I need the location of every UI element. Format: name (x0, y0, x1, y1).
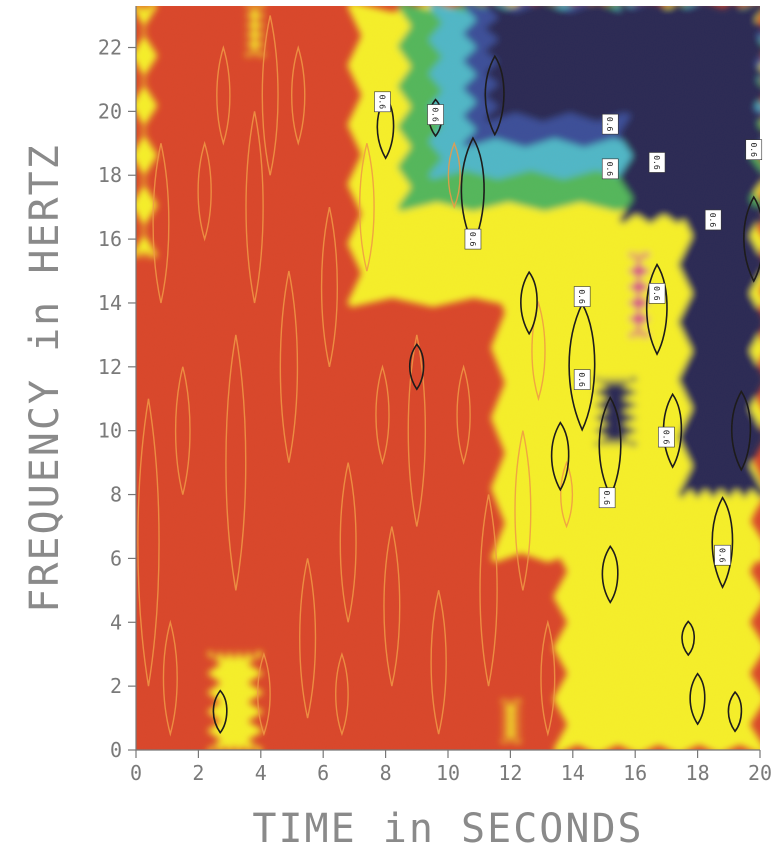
y-tick-label: 12 (98, 355, 122, 379)
contour-label-text: 0.6 (652, 155, 661, 170)
contour-label-text: 0.6 (377, 95, 386, 110)
contour-label-box (648, 152, 666, 173)
contour-label-box (374, 91, 391, 113)
contour-label-text: 0.6 (708, 213, 717, 228)
x-axis-title: TIME in SECONDS (252, 806, 643, 852)
x-tick-label: 20 (748, 761, 772, 785)
y-tick-label: 8 (110, 483, 122, 507)
contour-label-text: 0.6 (602, 491, 611, 506)
contour-label-text: 0.6 (577, 372, 586, 387)
x-tick-label: 4 (255, 761, 267, 785)
contour-label-box (598, 487, 616, 509)
contour-label-box (464, 228, 482, 250)
x-tick-label: 16 (623, 761, 647, 785)
y-tick-label: 14 (98, 291, 122, 315)
y-tick-label: 20 (98, 99, 122, 123)
y-tick-label: 2 (110, 674, 122, 698)
x-tick-label: 12 (498, 761, 522, 785)
contour-label: 0.6 (374, 91, 391, 113)
contour-labels: 0.6 0.6 0.6 0.6 0.6 0.6 0.6 0.6 0.6 0.6 0.6 0.6 0.6 0… (374, 91, 763, 566)
contour-label-text: 0.6 (749, 142, 758, 157)
y-tick-label: 0 (110, 738, 122, 762)
contour-label-box (601, 158, 619, 180)
contour-label: 0.6 (573, 286, 591, 307)
x-tick-label: 2 (192, 761, 204, 785)
y-tick-label: 22 (98, 36, 122, 60)
y-tick-label: 16 (98, 227, 122, 251)
contour-label: 0.6 (648, 152, 666, 173)
contour-label-box (573, 286, 591, 307)
x-tick-label: 0 (130, 761, 142, 785)
x-tick-label: 14 (561, 761, 585, 785)
grain-overlay (136, 6, 760, 750)
contour-label-text: 0.6 (718, 548, 727, 563)
contour-label-box (714, 544, 731, 566)
contour-label-box (704, 209, 722, 231)
contour-label: 0.6 (598, 487, 616, 509)
contour-label-text: 0.6 (605, 162, 614, 177)
y-tick-label: 18 (98, 163, 122, 187)
contour-label: 0.6 (601, 113, 619, 135)
contour-label: 0.6 (573, 369, 591, 390)
contour-label: 0.6 (648, 283, 666, 304)
contour-label-text: 0.6 (577, 289, 586, 304)
contour-label: 0.6 (464, 228, 482, 250)
contour-label: 0.6 (714, 544, 731, 566)
contour-label: 0.6 (658, 426, 675, 448)
contour-label-box (601, 113, 619, 135)
contour-label-box (573, 369, 591, 390)
contour-label-text: 0.6 (468, 232, 477, 247)
x-tick-label: 6 (317, 761, 329, 785)
y-tick-label: 6 (110, 546, 122, 570)
x-ticks: 0 2 4 6 8 10 12 14 16 18 20 (130, 750, 772, 785)
contour-label-box (427, 104, 444, 125)
contour-label: 0.6 (704, 209, 722, 231)
contour-label-text: 0.6 (652, 286, 661, 301)
x-tick-label: 18 (686, 761, 710, 785)
contour-label-text: 0.6 (661, 430, 670, 445)
contour-label-text: 0.6 (431, 107, 440, 122)
contour-label-box (745, 139, 763, 160)
contour-label: 0.6 (427, 104, 444, 125)
x-tick-label: 8 (380, 761, 392, 785)
contour-label-box (648, 283, 666, 304)
y-axis-title: FREQUENCY in HERTZ (22, 143, 68, 612)
contour-label: 0.6 (601, 158, 619, 180)
contour-label-box (658, 426, 675, 448)
contour-label-text: 0.6 (605, 117, 614, 132)
contour-label: 0.6 (745, 139, 763, 160)
y-tick-label: 10 (98, 419, 122, 443)
plot-area: 0.6 0.6 0.6 0.6 0.6 0.6 0.6 0.6 0.6 0.6 0.6 0.6 0.6 0… (136, 6, 763, 750)
y-ticks: 0 2 4 6 8 10 12 14 16 18 20 22 (98, 36, 136, 762)
axes: 0 2 4 6 8 10 12 14 16 18 20 0 2 4 6 8 10 12 14 16 18 20 22 (98, 6, 772, 785)
x-tick-label: 10 (436, 761, 460, 785)
y-tick-label: 4 (110, 610, 122, 634)
